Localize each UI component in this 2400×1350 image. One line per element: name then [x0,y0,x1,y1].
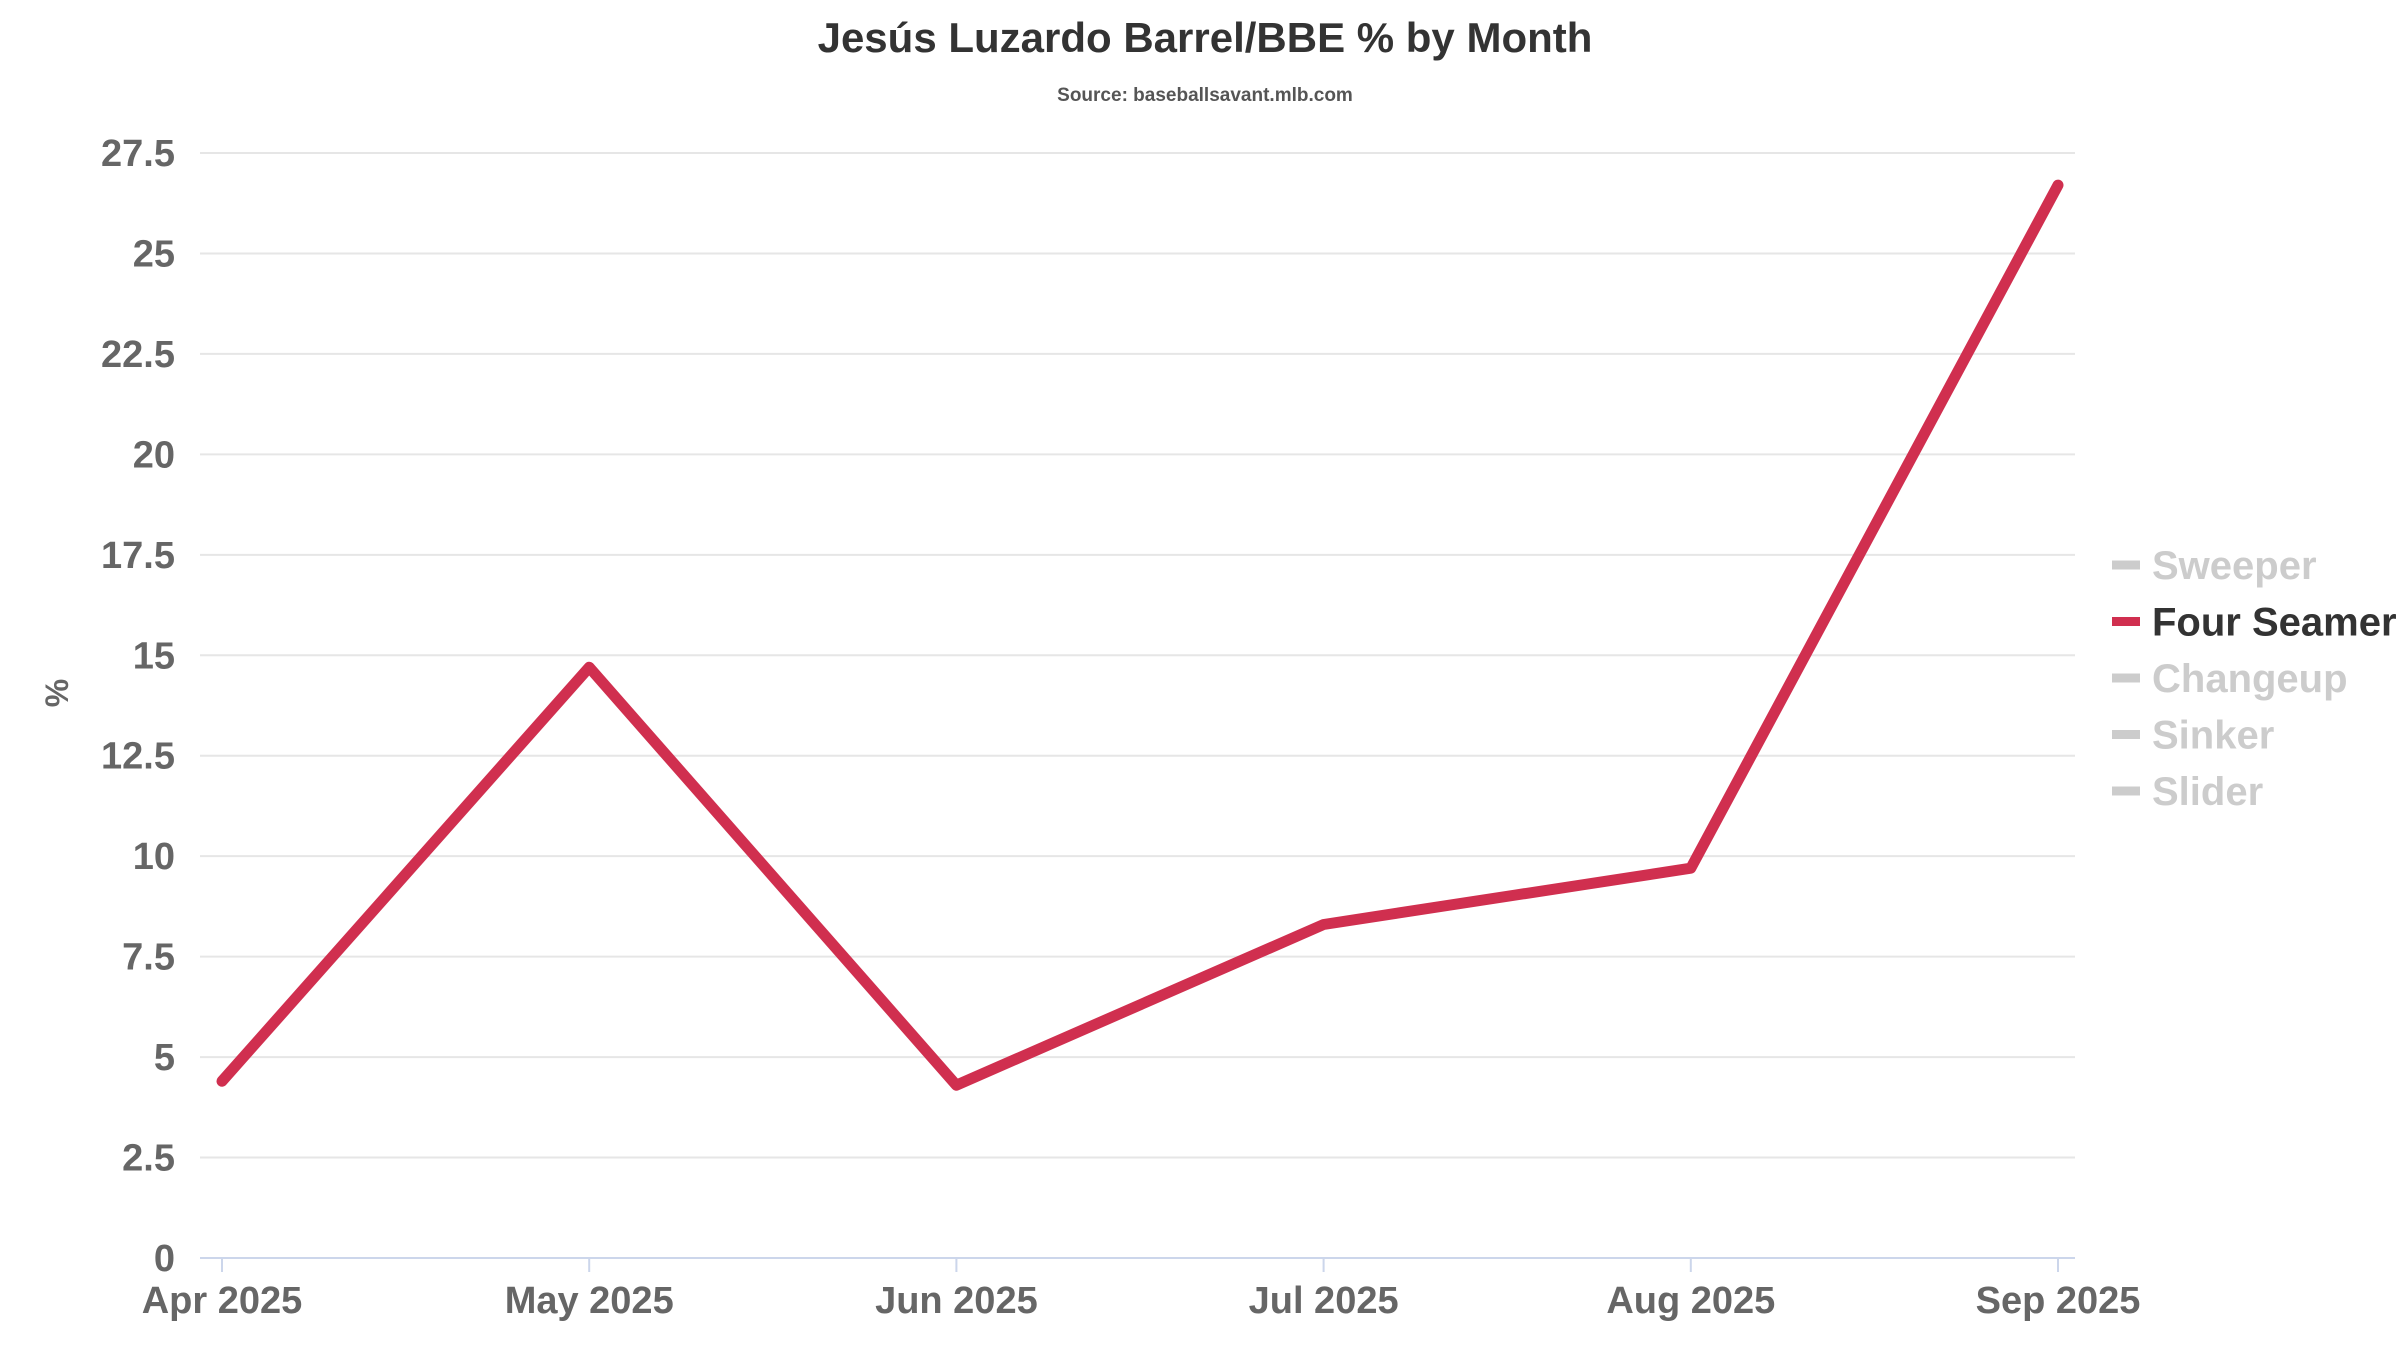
y-tick-label: 2.5 [122,1138,175,1180]
x-tick-label: Jun 2025 [875,1280,1038,1322]
y-tick-label: 17.5 [101,535,175,577]
x-tick-label: Apr 2025 [142,1280,303,1322]
y-tick-label: 22.5 [101,334,175,376]
legend-label: Sinker [2152,714,2274,758]
series-lines [216,179,2064,1091]
legend-item-slider[interactable]: Slider [2112,770,2263,814]
legend[interactable]: Sweeper Four Seamer Changeup Sinker Slider [2112,544,2397,814]
legend-item-four-seamer[interactable]: Four Seamer [2112,601,2397,645]
series-line-four-seamer [216,179,2064,1091]
y-tick-label: 25 [133,233,175,275]
legend-label: Four Seamer [2152,601,2397,645]
chart-title: Jesús Luzardo Barrel/BBE % by Month [818,14,1593,61]
x-tick-label: Jul 2025 [1249,1280,1399,1322]
x-tick-label: May 2025 [505,1280,674,1322]
y-tick-label: 7.5 [122,937,175,979]
y-tick-label: 15 [133,635,175,677]
legend-label: Changeup [2152,657,2348,701]
legend-label: Sweeper [2152,544,2317,588]
axes: 0 2.5 5 7.5 10 12.5 15 17.5 20 22.5 25 27.5 Apr 2025… [101,133,2140,1322]
y-tick-label: 10 [133,836,175,878]
grid-lines [200,152,2075,1159]
y-axis-label: % [39,679,75,707]
y-tick-label: 0 [154,1238,175,1280]
y-tick-label: 27.5 [101,133,175,175]
y-tick-label: 20 [133,434,175,476]
x-tick-label: Aug 2025 [1606,1280,1775,1322]
chart-subtitle: Source: baseballsavant.mlb.com [1057,85,1353,106]
x-tick-label: Sep 2025 [1976,1280,2141,1322]
legend-item-sinker[interactable]: Sinker [2112,714,2274,758]
y-tick-label: 5 [154,1037,175,1079]
legend-label: Slider [2152,770,2263,814]
legend-item-sweeper[interactable]: Sweeper [2112,544,2317,588]
legend-item-changeup[interactable]: Changeup [2112,657,2348,701]
y-tick-label: 12.5 [101,736,175,778]
